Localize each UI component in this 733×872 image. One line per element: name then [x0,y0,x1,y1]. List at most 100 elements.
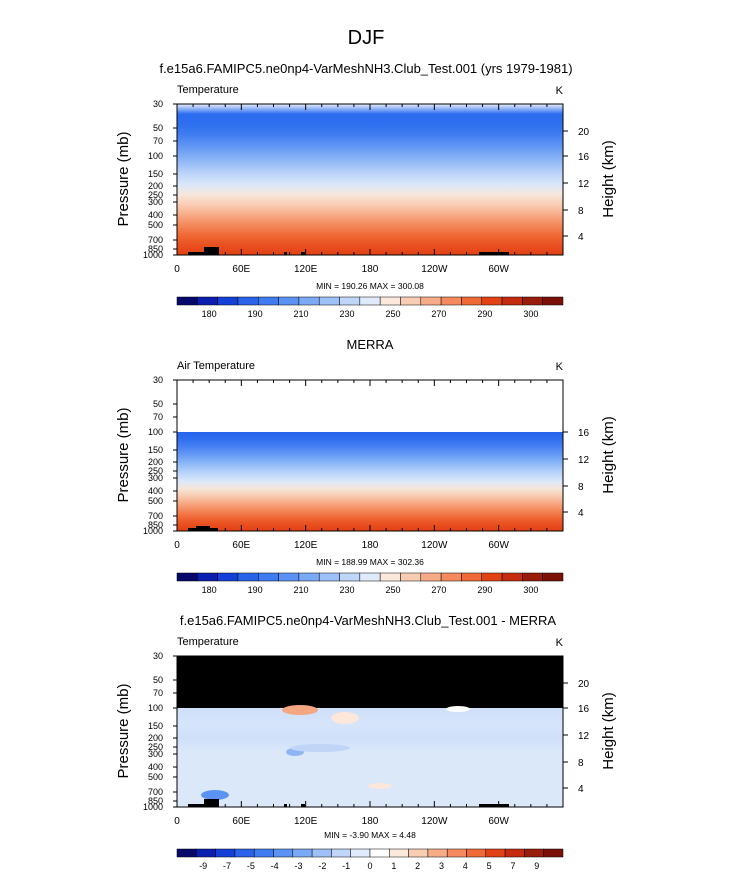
panel-units: K [556,85,564,97]
colorbar-label: -5 [247,861,255,871]
y-right-tick-label: 8 [578,758,584,769]
colorbar-swatch [461,296,482,306]
masked-region [177,656,563,708]
colorbar-label: -1 [342,861,350,871]
colorbar-label: 270 [431,585,446,595]
colorbar-swatch [440,572,462,582]
colorbar-label: 1 [391,861,396,871]
y-tick-label: 50 [153,399,163,409]
missing-region [177,380,563,432]
x-tick-label: 60E [232,540,250,551]
colorbar-swatch [481,572,503,582]
colorbar-label: 180 [202,309,217,319]
y-right-tick-label: 4 [578,232,584,243]
contour-field [177,104,563,255]
y-right-tick-label: 16 [578,704,590,715]
colorbar-swatch [369,848,390,858]
topography-block [479,804,509,807]
y-tick-label: 30 [153,99,163,109]
colorbar-label: -4 [271,861,279,871]
height-axis: 20 16 12 8 4 [563,679,590,795]
panel-title: MERRA [347,337,394,352]
colorbar-swatch [197,296,218,306]
colorbar-swatch [461,572,482,582]
colorbar-label: 0 [367,861,372,871]
y-tick-label: 250 [148,190,163,200]
topography-block [204,247,219,255]
colorbar-label: 230 [340,309,355,319]
warm-anomaly [368,783,392,789]
min-max-stats: MIN = 190.26 MAX = 300.08 [316,281,424,291]
colorbar-swatch [234,848,255,858]
colorbar-label: 5 [487,861,492,871]
panel-units: K [556,637,564,649]
colorbar-label: 290 [477,309,492,319]
colorbar-swatch [400,572,422,582]
colorbar-swatch [501,296,523,306]
x-tick-label: 180 [362,264,379,275]
y-right-tick-label: 8 [578,206,584,217]
topography-mask [188,526,218,531]
topography-block [204,799,219,807]
panel-left-label: Air Temperature [177,360,255,372]
x-tick-label: 120W [421,264,448,275]
colorbar-swatch [331,848,351,858]
colorbar-swatch [504,848,525,858]
colorbar-swatch [542,296,564,306]
colorbar-label: 2 [415,861,420,871]
longitude-axis: 0 60E 120E 180 120W 60W [174,380,564,551]
colorbar-label: 250 [385,585,400,595]
colorbar-swatch [217,296,239,306]
colorbar-swatch [298,572,320,582]
y-tick-label: 850 [148,244,163,254]
topography-block [284,252,287,255]
x-tick-label: 180 [362,816,379,827]
colorbar-swatch [389,848,409,858]
y-tick-label: 400 [148,762,163,772]
topography-block [284,804,287,807]
colorbar-swatch [339,296,361,306]
colorbar-swatch [420,296,442,306]
y-right-tick-label: 16 [578,428,590,439]
y-axis-label: Pressure (mb) [115,131,132,226]
topography-block [188,804,218,807]
y-tick-label: 50 [153,675,163,685]
colorbar-label: -3 [295,861,303,871]
x-tick-label: 60W [488,816,509,827]
x-tick-label: 0 [174,540,180,551]
colorbar-swatch [379,572,401,582]
colorbar-swatch [379,296,401,306]
longitude-axis: 0 60E 120E 180 120W 60W [174,656,564,827]
y-tick-label: 70 [153,136,163,146]
x-tick-label: 120W [421,540,448,551]
colorbar: -9 -7 -5 -4 -3 -2 -1 0 1 2 3 4 5 7 9 [176,848,564,871]
x-tick-label: 60W [488,540,509,551]
y-tick-label: 500 [148,220,163,230]
x-tick-label: 60E [232,264,250,275]
colorbar-swatch [298,296,320,306]
y-tick-label: 100 [148,427,163,437]
colorbar-label: 300 [523,585,538,595]
colorbar-label: -7 [223,861,231,871]
x-tick-label: 60E [232,816,250,827]
x-tick-label: 180 [362,540,379,551]
y-axis-label: Pressure (mb) [115,683,132,778]
colorbar-label: 210 [294,585,309,595]
y-tick-label: 200 [148,181,163,191]
colorbar-swatch [196,848,216,858]
y-tick-label: 300 [148,749,163,759]
colorbar-swatch [215,848,236,858]
colorbar-swatch [278,572,300,582]
panel-title: f.e15a6.FAMIPC5.ne0np4-VarMeshNH3.Club_T… [159,61,572,76]
colorbar-swatch [359,572,381,582]
colorbar-swatch [440,296,462,306]
colorbar-swatch [350,848,371,858]
colorbar-swatch [176,296,198,306]
colorbar-swatch [258,296,279,306]
y-right-tick-label: 16 [578,152,590,163]
y-tick-label: 100 [148,151,163,161]
warm-anomaly [282,705,318,715]
contour-field [177,432,563,531]
